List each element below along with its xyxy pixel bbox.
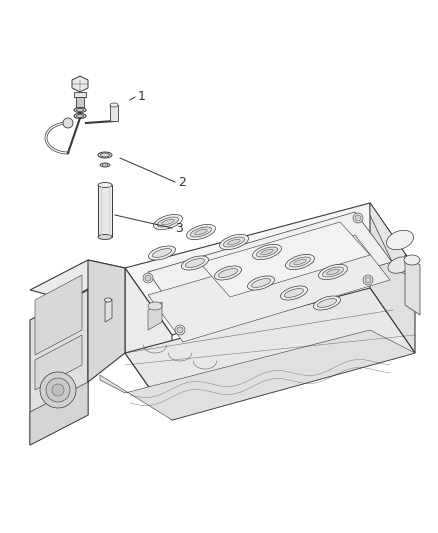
Ellipse shape <box>185 259 205 268</box>
Ellipse shape <box>148 302 162 310</box>
Polygon shape <box>405 255 420 315</box>
Ellipse shape <box>157 217 179 227</box>
Ellipse shape <box>110 103 118 107</box>
Circle shape <box>40 372 76 408</box>
Text: 3: 3 <box>175 222 183 235</box>
Ellipse shape <box>318 298 337 308</box>
Ellipse shape <box>327 269 339 274</box>
Ellipse shape <box>74 108 86 112</box>
Circle shape <box>52 384 64 396</box>
Ellipse shape <box>251 279 271 287</box>
Ellipse shape <box>314 296 340 310</box>
Polygon shape <box>72 76 88 92</box>
Circle shape <box>177 327 183 333</box>
Circle shape <box>63 118 73 128</box>
Polygon shape <box>125 268 172 420</box>
Ellipse shape <box>223 237 244 247</box>
Circle shape <box>143 273 153 283</box>
Ellipse shape <box>195 229 207 235</box>
Ellipse shape <box>154 214 183 230</box>
Polygon shape <box>76 97 84 107</box>
Circle shape <box>145 275 151 281</box>
Circle shape <box>353 213 363 223</box>
Ellipse shape <box>187 224 215 240</box>
Polygon shape <box>35 275 82 355</box>
Ellipse shape <box>191 227 212 237</box>
Ellipse shape <box>280 286 307 300</box>
Ellipse shape <box>294 259 306 265</box>
Ellipse shape <box>215 266 241 280</box>
Polygon shape <box>88 260 125 382</box>
Ellipse shape <box>98 182 112 188</box>
Polygon shape <box>74 92 86 97</box>
Circle shape <box>365 277 371 283</box>
Polygon shape <box>148 302 162 330</box>
Polygon shape <box>148 212 392 322</box>
Polygon shape <box>30 260 125 300</box>
Circle shape <box>175 325 185 335</box>
Polygon shape <box>98 185 112 237</box>
Ellipse shape <box>219 269 238 278</box>
Polygon shape <box>110 105 118 121</box>
Ellipse shape <box>148 246 176 260</box>
Ellipse shape <box>256 247 278 257</box>
Circle shape <box>355 215 361 221</box>
Ellipse shape <box>247 276 275 290</box>
Ellipse shape <box>77 109 84 111</box>
Ellipse shape <box>253 245 282 260</box>
Ellipse shape <box>77 115 84 117</box>
Ellipse shape <box>100 163 110 167</box>
Ellipse shape <box>219 235 248 249</box>
Polygon shape <box>30 290 88 445</box>
Ellipse shape <box>318 264 347 280</box>
Polygon shape <box>125 288 415 420</box>
Circle shape <box>46 378 70 402</box>
Polygon shape <box>35 335 82 390</box>
Polygon shape <box>370 203 415 280</box>
Text: 2: 2 <box>178 175 186 189</box>
Ellipse shape <box>386 230 413 250</box>
Ellipse shape <box>100 153 110 157</box>
Ellipse shape <box>98 235 112 239</box>
Ellipse shape <box>105 298 112 302</box>
Circle shape <box>363 275 373 285</box>
Polygon shape <box>148 235 390 342</box>
Ellipse shape <box>290 257 311 267</box>
Ellipse shape <box>228 239 240 245</box>
Polygon shape <box>105 299 112 322</box>
Ellipse shape <box>74 114 86 118</box>
Ellipse shape <box>162 219 174 225</box>
Text: 1: 1 <box>138 91 146 103</box>
Ellipse shape <box>322 267 343 277</box>
Ellipse shape <box>284 288 304 297</box>
Ellipse shape <box>98 152 112 158</box>
Polygon shape <box>30 382 88 445</box>
Polygon shape <box>370 203 415 353</box>
Ellipse shape <box>404 255 420 265</box>
Ellipse shape <box>102 164 108 166</box>
Ellipse shape <box>286 254 314 270</box>
Ellipse shape <box>261 249 273 255</box>
Polygon shape <box>100 330 415 420</box>
Polygon shape <box>200 222 370 297</box>
Ellipse shape <box>388 257 412 273</box>
Polygon shape <box>125 203 415 335</box>
Ellipse shape <box>181 256 208 270</box>
Ellipse shape <box>152 248 172 257</box>
